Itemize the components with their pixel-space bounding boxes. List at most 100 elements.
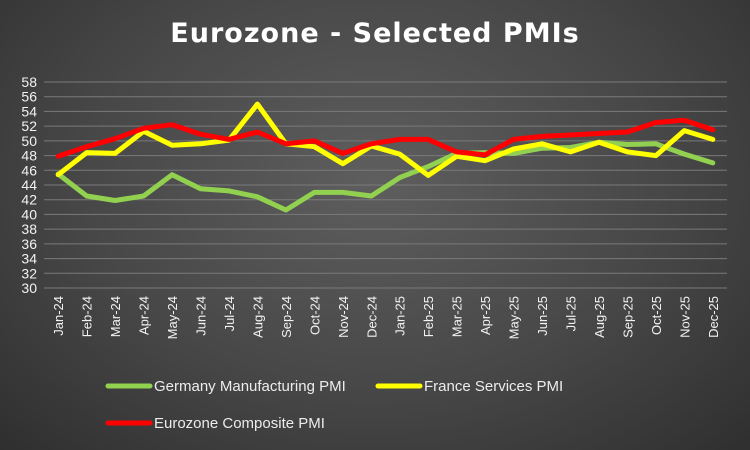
y-tick-label: 30 bbox=[21, 280, 37, 296]
x-tick-label: Jan-25 bbox=[393, 296, 408, 336]
data-point bbox=[313, 146, 315, 148]
data-point bbox=[598, 133, 600, 134]
data-point bbox=[513, 152, 515, 154]
x-tick-label: Aug-24 bbox=[250, 296, 265, 338]
legend: Germany Manufacturing PMI France Services… bbox=[105, 378, 563, 432]
data-point bbox=[86, 152, 88, 154]
x-tick-label: Mar-25 bbox=[450, 296, 465, 337]
y-tick-label: 46 bbox=[21, 162, 37, 178]
x-tick-label: Jul-24 bbox=[222, 296, 237, 331]
series-line-1 bbox=[55, 101, 716, 178]
data-point bbox=[114, 152, 116, 154]
data-point bbox=[456, 155, 458, 157]
data-point bbox=[399, 177, 401, 179]
data-point bbox=[342, 152, 344, 154]
data-point bbox=[541, 135, 543, 137]
y-tick-label: 50 bbox=[21, 133, 37, 149]
y-tick-label: 32 bbox=[21, 265, 37, 281]
data-point bbox=[683, 130, 685, 132]
x-tick-label: Apr-24 bbox=[137, 296, 152, 335]
data-point bbox=[285, 209, 287, 211]
data-point bbox=[57, 155, 59, 157]
data-point bbox=[256, 196, 258, 198]
series-lines bbox=[55, 101, 716, 213]
data-point bbox=[513, 138, 515, 140]
legend-label: France Services PMI bbox=[424, 378, 563, 395]
y-tick-label: 52 bbox=[21, 118, 37, 134]
data-point bbox=[399, 153, 401, 155]
data-point bbox=[370, 195, 372, 197]
x-tick-label: Oct-25 bbox=[649, 296, 664, 335]
data-point bbox=[513, 148, 515, 150]
x-tick-label: Jun-24 bbox=[194, 296, 209, 336]
data-point bbox=[114, 199, 116, 201]
y-tick-label: 34 bbox=[21, 251, 37, 267]
data-point bbox=[655, 143, 657, 145]
x-tick-label: Sep-24 bbox=[279, 296, 294, 338]
data-point bbox=[200, 143, 202, 145]
data-point bbox=[712, 138, 714, 140]
data-point bbox=[228, 190, 230, 192]
data-point bbox=[86, 146, 88, 148]
y-tick-label: 48 bbox=[21, 148, 37, 164]
data-point bbox=[655, 155, 657, 157]
x-tick-label: Jun-25 bbox=[535, 296, 550, 336]
data-point bbox=[427, 174, 429, 176]
data-point bbox=[626, 131, 628, 133]
data-point bbox=[598, 141, 600, 143]
data-point bbox=[569, 134, 571, 136]
legend-label: Eurozone Composite PMI bbox=[154, 415, 325, 432]
x-tick-label: Sep-25 bbox=[620, 296, 635, 338]
data-point bbox=[683, 119, 685, 121]
data-point bbox=[285, 143, 287, 145]
data-point bbox=[342, 191, 344, 193]
chart-title: Eurozone - Selected PMIs bbox=[170, 18, 580, 49]
series-line-2 bbox=[55, 117, 716, 159]
legend-label: Germany Manufacturing PMI bbox=[154, 378, 346, 395]
data-point bbox=[427, 166, 429, 168]
data-point bbox=[171, 144, 173, 146]
data-point bbox=[256, 131, 258, 133]
data-point bbox=[655, 121, 657, 123]
data-point bbox=[484, 160, 486, 162]
x-tick-label: Feb-25 bbox=[421, 296, 436, 337]
data-point bbox=[683, 153, 685, 155]
x-tick-label: Mar-24 bbox=[108, 296, 123, 337]
data-point bbox=[541, 147, 543, 149]
data-point bbox=[143, 127, 145, 129]
x-axis-ticks: Jan-24 Feb-24 Mar-24 Apr-24 May-24 Jun-24 Jul-… bbox=[51, 296, 721, 339]
x-tick-label: Aug-25 bbox=[592, 296, 607, 338]
y-tick-label: 36 bbox=[21, 236, 37, 252]
data-point bbox=[313, 140, 315, 142]
x-tick-label: Dec-25 bbox=[706, 296, 721, 338]
data-point bbox=[456, 151, 458, 153]
y-tick-label: 44 bbox=[21, 177, 37, 193]
data-point bbox=[256, 103, 258, 105]
data-point bbox=[342, 163, 344, 165]
data-point bbox=[541, 143, 543, 145]
y-tick-label: 42 bbox=[21, 192, 37, 208]
data-point bbox=[484, 154, 486, 156]
x-tick-label: Jul-25 bbox=[563, 296, 578, 331]
x-tick-label: May-25 bbox=[507, 296, 522, 339]
y-tick-label: 58 bbox=[21, 74, 37, 90]
data-point bbox=[569, 151, 571, 153]
data-point bbox=[86, 195, 88, 197]
data-point bbox=[143, 195, 145, 197]
x-tick-label: Jan-24 bbox=[51, 296, 66, 336]
data-point bbox=[569, 146, 571, 148]
data-point bbox=[313, 191, 315, 193]
y-tick-label: 38 bbox=[21, 221, 37, 237]
y-tick-label: 40 bbox=[21, 206, 37, 222]
data-point bbox=[114, 138, 116, 140]
data-point bbox=[712, 162, 714, 164]
x-tick-label: Nov-24 bbox=[336, 296, 351, 338]
x-tick-label: Nov-25 bbox=[677, 296, 692, 338]
data-point bbox=[228, 138, 230, 140]
y-tick-label: 56 bbox=[21, 89, 37, 105]
data-point bbox=[171, 174, 173, 176]
data-point bbox=[200, 133, 202, 135]
